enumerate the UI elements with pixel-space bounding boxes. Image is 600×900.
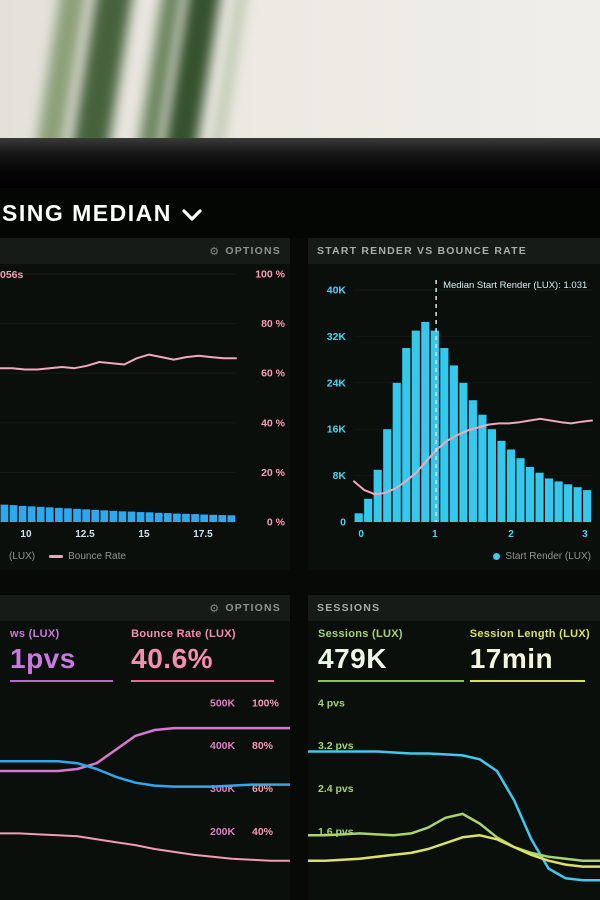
start-render-swatch	[493, 552, 501, 560]
svg-text:3.2 pvs: 3.2 pvs	[318, 740, 354, 752]
panel-title: START RENDER VS BOUNCE RATE	[317, 245, 527, 257]
svg-text:2.4 pvs: 2.4 pvs	[318, 783, 354, 795]
metric-label: Session Length (LUX)	[469, 628, 590, 640]
svg-text:12.5: 12.5	[75, 529, 95, 540]
metric-value: 40.6%	[131, 643, 214, 674]
svg-text:2: 2	[508, 529, 514, 540]
panel-title: SESSIONS	[317, 602, 381, 614]
median-metric-fragment: 056s	[0, 269, 24, 281]
page-title: SING MEDIAN	[2, 199, 172, 226]
histogram-bounce-chart: 056s 100 % 80 % 60 % 40 % 20 % 0 % 10 12.5 15 17.…	[0, 264, 290, 542]
svg-text:200K: 200K	[210, 826, 236, 838]
start-render-vs-bounce-rate-canvas: 40K 32K 24K 16K 8K 0 Median Start Render (LUX)…	[327, 280, 593, 540]
options-button[interactable]: ⚙ OPTIONS	[209, 245, 281, 258]
dashboard-title-bar: SING MEDIAN	[0, 188, 600, 238]
svg-text:24K: 24K	[327, 377, 347, 389]
options-button[interactable]: ⚙ OPTIONS	[209, 602, 281, 615]
svg-text:15: 15	[138, 529, 150, 540]
histogram-vs-bounce-rate-canvas: 100 % 80 % 60 % 40 % 20 % 0 % 10 12.5 15 17.5	[0, 269, 286, 540]
panel-header: SESSIONS	[308, 595, 600, 621]
svg-text:0: 0	[358, 529, 364, 540]
pageviews-bounce-chart: 500K 400K 300K 200K 100% 80% 60% 40%	[0, 685, 290, 900]
svg-text:100 %: 100 %	[255, 269, 285, 281]
svg-text:17.5: 17.5	[193, 529, 213, 540]
svg-text:20 %: 20 %	[261, 467, 286, 479]
panel-header: ⚙ OPTIONS	[0, 595, 290, 621]
metrics-row: ws (LUX) 1pvs Bounce Rate (LUX) 40.6%	[0, 621, 290, 685]
metric-underline	[10, 680, 113, 682]
metric-underline	[469, 680, 586, 682]
metric-value: 17min	[469, 643, 554, 674]
panel-histogram-bounce: ⚙ OPTIONS 056s 100 % 80 % 60 % 40 % 20 % 0 % 1…	[0, 238, 290, 570]
sessions-metric: Sessions (LUX) 479K	[318, 628, 470, 685]
svg-text:40K: 40K	[327, 285, 347, 297]
monitor-bezel	[0, 138, 600, 188]
bounce-rate-swatch	[49, 554, 64, 558]
svg-text:16K: 16K	[327, 424, 347, 436]
metric-label: Bounce Rate (LUX)	[131, 628, 236, 640]
legend-item-bounce-rate[interactable]: Bounce Rate	[49, 551, 126, 562]
panel-pageviews-bounce: ⚙ OPTIONS ws (LUX) 1pvs Bounce Rate (LUX…	[0, 595, 290, 900]
legend-item-start-render[interactable]: Start Render (LUX)	[493, 551, 591, 562]
metric-value: 1pvs	[10, 643, 76, 674]
panel-start-render-vs-bounce: START RENDER VS BOUNCE RATE 40K 32K 24K 16K…	[308, 238, 600, 570]
session-length-metric: Session Length (LUX) 17min	[469, 628, 590, 685]
metric-underline	[318, 680, 464, 682]
svg-text:60%: 60%	[252, 783, 274, 795]
svg-text:32K: 32K	[327, 331, 347, 343]
svg-text:4 pvs: 4 pvs	[318, 697, 345, 709]
chevron-down-icon[interactable]	[182, 208, 202, 222]
gear-icon: ⚙	[209, 602, 221, 615]
panel-header: START RENDER VS BOUNCE RATE	[308, 238, 600, 264]
start-render-chart: 40K 32K 24K 16K 8K 0 Median Start Render (LUX)…	[308, 264, 600, 542]
svg-text:40 %: 40 %	[261, 417, 286, 429]
svg-text:500K: 500K	[210, 697, 236, 709]
svg-text:60 %: 60 %	[261, 368, 286, 380]
pageviews-metric: ws (LUX) 1pvs	[10, 628, 117, 685]
chart-legend: (LUX) Bounce Rate	[0, 542, 290, 570]
svg-text:Median Start Render (LUX): 1.0: Median Start Render (LUX): 1.031	[443, 280, 587, 291]
metric-underline	[131, 680, 275, 682]
svg-text:40%: 40%	[252, 826, 274, 838]
svg-text:1: 1	[432, 529, 438, 540]
dashboard-screen: SING MEDIAN ⚙ OPTIONS 056s 100 % 80 % 60 %…	[0, 188, 600, 900]
legend-item-lux[interactable]: (LUX)	[9, 550, 36, 562]
photo-background	[0, 0, 600, 152]
svg-text:400K: 400K	[210, 740, 236, 752]
gear-icon: ⚙	[209, 245, 221, 258]
svg-text:80 %: 80 %	[261, 318, 286, 330]
metrics-row: Sessions (LUX) 479K Session Length (LUX)…	[308, 621, 600, 685]
svg-text:10: 10	[20, 529, 32, 540]
svg-text:80%: 80%	[252, 740, 274, 752]
svg-text:3: 3	[582, 529, 588, 540]
panel-header: ⚙ OPTIONS	[0, 238, 290, 264]
options-label: OPTIONS	[225, 602, 281, 614]
chart-legend: Start Render (LUX)	[308, 542, 600, 570]
options-label: OPTIONS	[225, 245, 281, 257]
svg-text:0 %: 0 %	[267, 517, 286, 529]
metric-label: Sessions (LUX)	[318, 628, 403, 640]
panel-sessions: SESSIONS Sessions (LUX) 479K Session Len…	[308, 595, 600, 900]
metric-label: ws (LUX)	[10, 628, 60, 640]
bounce-rate-metric: Bounce Rate (LUX) 40.6%	[131, 628, 280, 685]
svg-text:100%: 100%	[252, 697, 280, 709]
metric-value: 479K	[318, 643, 387, 674]
sessions-chart: 4 pvs 3.2 pvs 2.4 pvs 1.6 pvs	[308, 685, 600, 900]
svg-text:0: 0	[340, 517, 346, 529]
svg-text:8K: 8K	[333, 470, 347, 482]
